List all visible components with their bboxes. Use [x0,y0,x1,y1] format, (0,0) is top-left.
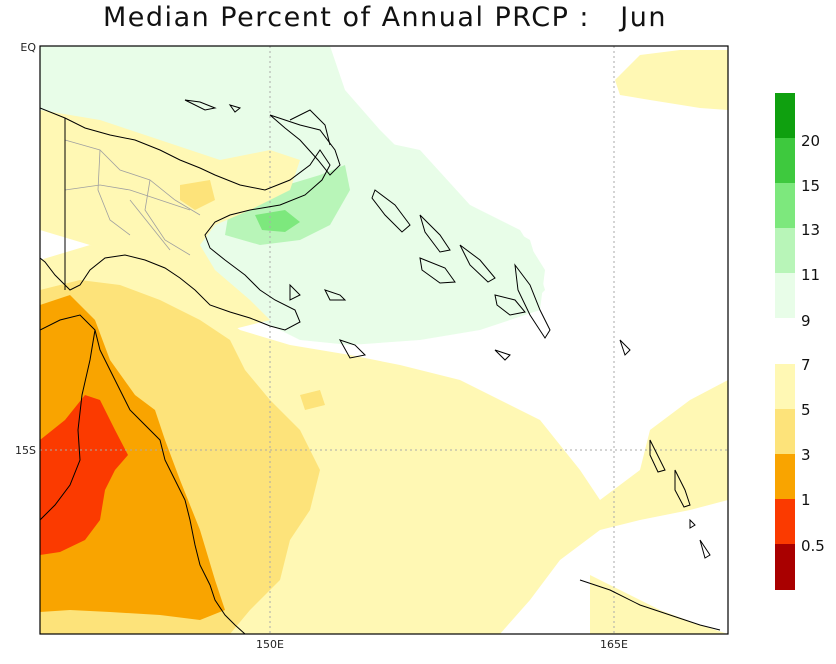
solomon-island-4 [419,257,456,284]
new-britain-coast [269,114,341,176]
grid-lines [40,46,728,634]
dry-band-3-5-spot [300,390,325,410]
legend-label-15: 15 [801,177,820,195]
map-title: Median Percent of Annual PRCP : Jun [103,2,667,33]
new-ireland-coast [289,109,331,146]
wet-band-13-15 [255,210,300,232]
solomon-island-3 [459,244,496,283]
new-guinea-coast [40,107,331,331]
legend-swatch-1-3 [775,454,795,499]
legend-swatch-below-0.5 [775,544,795,590]
legend-label-9: 9 [801,312,811,330]
legend-swatch-3-5 [775,409,795,454]
lon-label-150e: 150E [256,638,284,651]
legend-label-1: 1 [801,491,811,509]
legend-swatch-11-13 [775,228,795,273]
dry-band-5-7-southeast [590,575,728,634]
wet-band-9-11-east [350,135,545,315]
legend-label-20: 20 [801,132,820,150]
field-layer [40,46,728,634]
lat-label-eq: EQ [20,41,36,54]
dry-band-5-7-north [40,110,300,330]
cape-york-west [40,329,96,521]
province-borders [64,139,201,256]
legend-label-7: 7 [801,356,811,374]
wet-band-11-13 [225,165,350,245]
vanuatu-islands [649,439,711,559]
legend-swatch-9-11 [775,273,795,318]
coastlines [40,99,721,634]
legend-swatch-20-plus [775,93,795,138]
solomon-island-2 [419,214,451,253]
map-frame [39,45,729,635]
legend-swatch-0.5-1 [775,499,795,544]
small-islands [184,99,631,361]
legend-swatch-15-20 [775,138,795,183]
solomon-island-1 [371,189,411,233]
legend-swatch-13-15 [775,183,795,228]
dry-band-0.5-1 [40,395,128,555]
legend-swatch-5-7 [775,364,795,409]
new-caledonia-coast [579,579,721,631]
dry-band-5-7-northeast [615,50,728,110]
solomon-island-5 [494,294,526,316]
legend: 20 15 13 11 9 7 5 3 1 0.5 [775,93,825,590]
lat-label-15s: 15S [15,444,36,457]
legend-label-5: 5 [801,401,811,419]
legend-label-3: 3 [801,446,811,464]
legend-label-11: 11 [801,266,820,284]
legend-label-13: 13 [801,221,820,239]
solomon-island-6 [514,263,551,339]
lon-label-165e: 165E [600,638,628,651]
dry-band-3-5-north [180,180,215,210]
legend-label-0.5: 0.5 [801,537,825,555]
australia-coast [40,314,246,634]
